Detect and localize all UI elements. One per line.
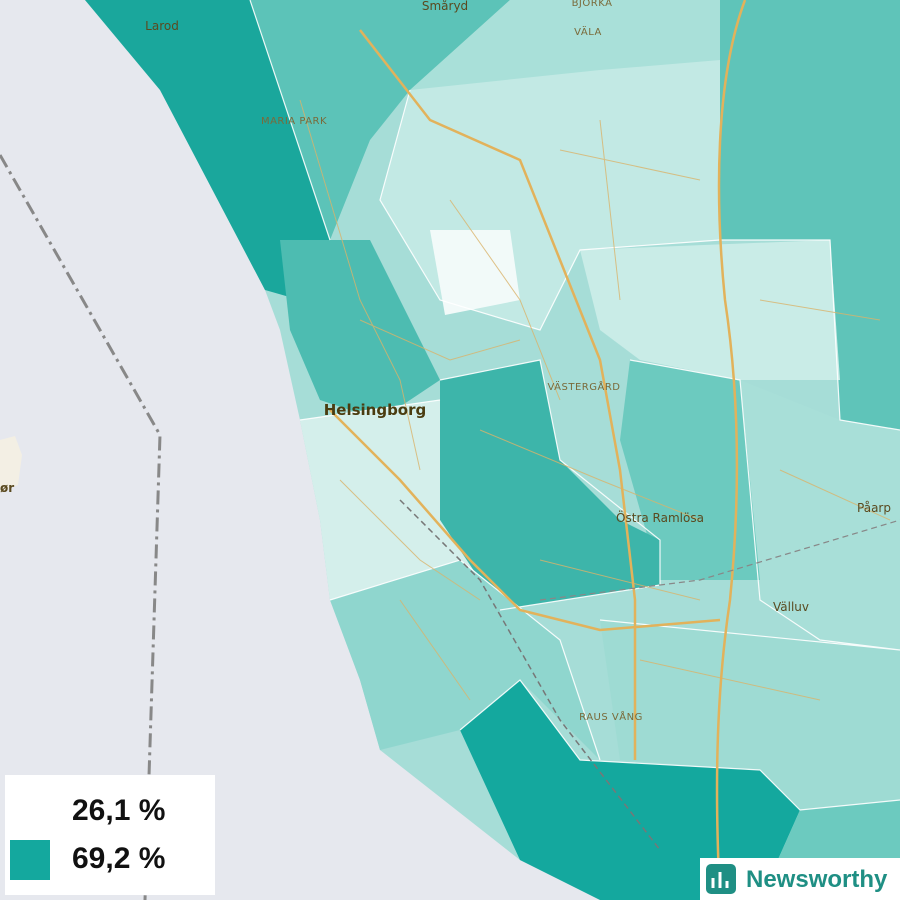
brand-icon-bars [711,872,729,888]
place-label: Småryd [422,0,468,13]
place-label: RAUS VÅNG [579,710,643,723]
labels: Larod Småryd BJÖRKA VÄLA MARIA PARK Hels… [0,0,891,723]
district [280,240,440,420]
place-label: Östra Ramlösa [616,509,704,525]
place-label: MARIA PARK [261,116,327,127]
city-label: Helsingborg [324,401,427,419]
district [330,560,600,760]
ferry-route [0,154,162,900]
district [85,0,330,300]
roads [299,0,900,900]
district [580,240,840,380]
legend-label: 26,1 % [72,794,165,827]
district [720,0,900,430]
place-label: VÄLA [574,25,602,38]
district [460,680,800,900]
place-label: Påarp [857,501,891,515]
brand-badge[interactable]: Newsworthy [700,858,900,900]
district [620,360,760,580]
legend-swatch [10,790,50,830]
place-label: ør [0,481,14,495]
motorway [359,29,637,760]
district [430,230,520,315]
railway [539,519,900,601]
district [250,0,510,240]
railway [399,499,661,851]
place-label: Larod [145,19,179,33]
motorway [715,0,747,900]
danish-coast [0,436,22,492]
place-label: VÄSTERGÅRD [547,380,620,393]
place-label: Välluv [773,600,809,614]
motorway [329,409,721,632]
legend-label: 69,2 % [72,842,165,875]
district [440,360,660,610]
district [410,0,720,90]
legend: 26,1 % 69,2 % [5,775,215,895]
districts [85,0,900,900]
legend-swatch [10,840,50,880]
brand-name: Newsworthy [746,866,888,893]
district [740,380,900,650]
place-label: BJÖRKA [572,0,613,9]
